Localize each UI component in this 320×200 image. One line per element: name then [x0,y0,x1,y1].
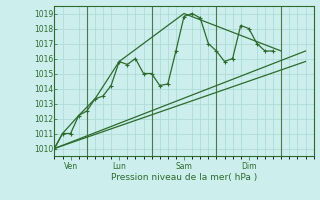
X-axis label: Pression niveau de la mer( hPa ): Pression niveau de la mer( hPa ) [111,173,257,182]
